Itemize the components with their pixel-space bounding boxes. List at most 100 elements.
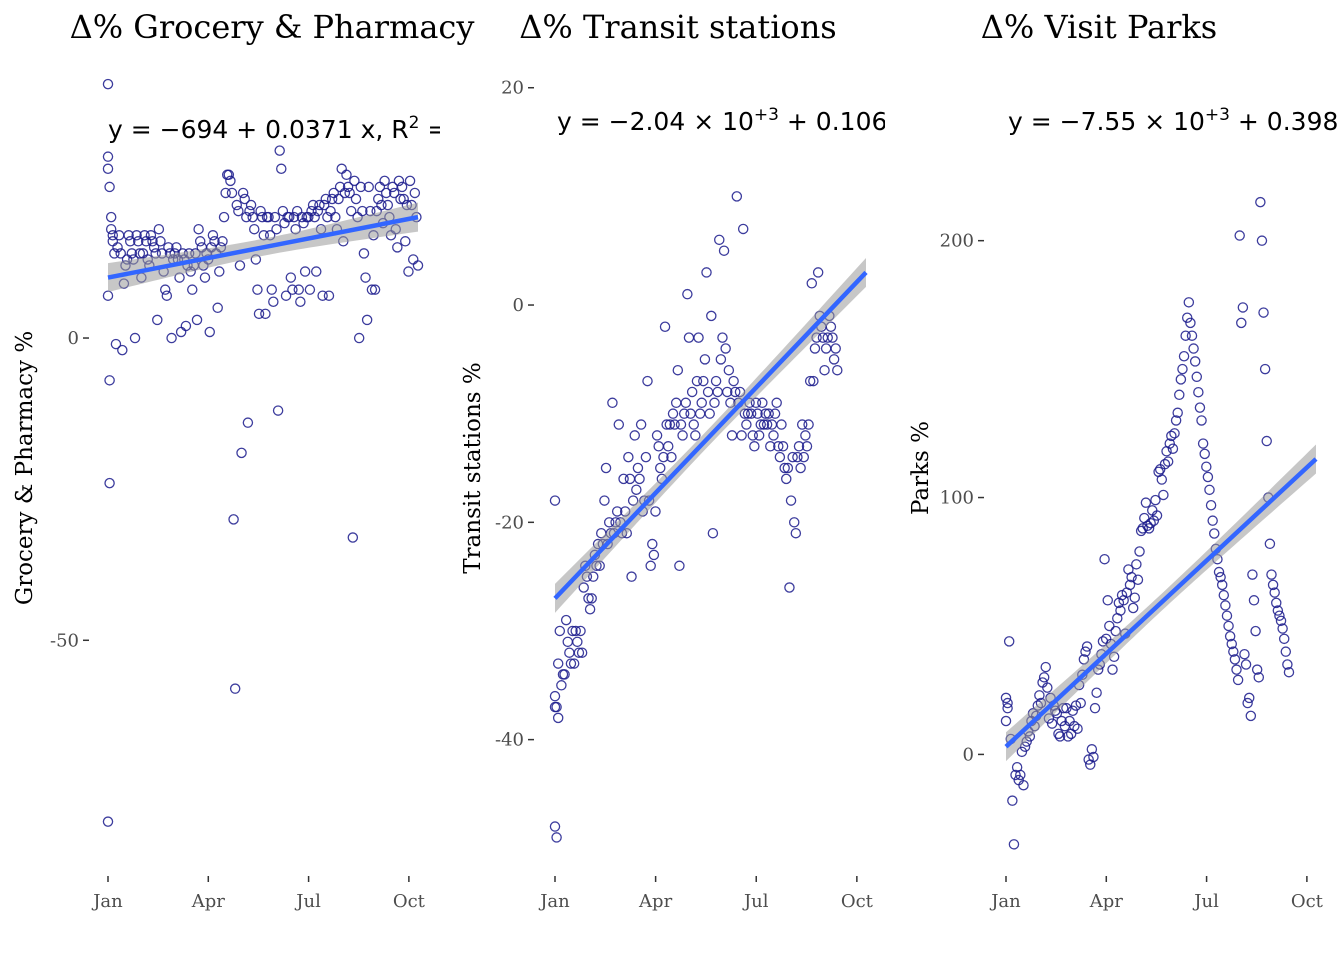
data-point [145, 230, 157, 241]
data-point [1086, 744, 1098, 755]
data-point [1002, 702, 1013, 714]
data-point [1283, 666, 1295, 678]
data-point [1223, 620, 1234, 632]
data-point [1040, 661, 1051, 673]
data-point [1143, 523, 1155, 534]
data-point [793, 441, 805, 452]
data-point [1126, 571, 1137, 583]
data-point [233, 205, 244, 217]
data-point [1277, 623, 1288, 634]
regression-equation: y = −694 + 0.0371 x, R2 = [108, 113, 448, 144]
data-point [568, 658, 580, 669]
data-point [1202, 471, 1214, 483]
data-point [771, 397, 782, 409]
data-point [809, 343, 821, 354]
data-point [792, 451, 803, 463]
data-point [1124, 579, 1136, 591]
data-point [564, 647, 575, 658]
data-point [618, 473, 629, 485]
data-point [631, 484, 642, 495]
data-point [808, 375, 819, 387]
data-point [669, 419, 680, 430]
data-point [102, 78, 114, 90]
data-point [228, 514, 239, 525]
data-point [234, 260, 246, 271]
data-point [407, 254, 419, 265]
data-point [790, 527, 802, 539]
data-point [737, 223, 749, 235]
x-tick-label: Apr [191, 891, 226, 912]
data-point [163, 242, 174, 253]
data-point [255, 205, 266, 217]
points [102, 78, 424, 827]
panel-3: Δ% Visit Parks Parks % 0 100 200 Jan Apr Jul Oct… [908, 8, 1344, 912]
data-point [369, 284, 381, 295]
data-point [678, 408, 690, 419]
data-point [1209, 528, 1220, 539]
data-point [1107, 664, 1118, 675]
data-point [134, 248, 146, 259]
y-tick-label: 20 [501, 78, 524, 99]
data-point [1256, 235, 1268, 246]
data-point [787, 451, 798, 463]
data-point [309, 211, 320, 223]
data-point [661, 419, 672, 430]
data-point [353, 332, 365, 344]
data-point [320, 193, 332, 205]
x-tick-label: Oct [841, 891, 874, 912]
data-point [655, 462, 666, 474]
data-point [1199, 448, 1210, 460]
data-point [306, 205, 317, 217]
data-point [796, 419, 808, 430]
data-point [603, 517, 615, 528]
data-point [392, 242, 403, 253]
data-point [1229, 654, 1241, 665]
data-point [1067, 705, 1079, 716]
data-point [322, 211, 333, 223]
data-point [1158, 489, 1169, 501]
data-point [659, 321, 671, 333]
data-point [268, 296, 279, 308]
data-point [355, 181, 367, 193]
data-point [1245, 710, 1257, 722]
data-point [193, 223, 204, 235]
data-point [132, 236, 144, 247]
data-point [801, 441, 813, 452]
x-tick-label: Jul [742, 891, 769, 912]
data-point [1180, 330, 1191, 341]
data-point [336, 163, 347, 175]
data-point [1237, 302, 1249, 313]
panel-2: Δ% Transit stations Transit stations % -40… [460, 8, 885, 912]
data-point [1194, 402, 1206, 413]
data-point [761, 419, 773, 430]
data-point [701, 267, 712, 278]
data-point [1046, 718, 1058, 729]
data-point [747, 430, 759, 441]
data-point [680, 397, 692, 409]
data-point [1250, 625, 1261, 637]
data-point [249, 223, 260, 235]
data-point [293, 284, 305, 295]
data-point [1216, 579, 1228, 591]
data-point [696, 397, 707, 409]
data-point [1242, 697, 1253, 709]
y-tick-label: 0 [68, 328, 79, 349]
data-point [691, 375, 703, 387]
data-point [645, 560, 656, 572]
y-tick-label: 0 [963, 744, 974, 765]
data-point [187, 284, 198, 295]
data-point [784, 582, 795, 593]
y-axis-label: Parks % [908, 421, 934, 515]
data-point [1261, 435, 1272, 447]
data-point [658, 451, 669, 463]
data-point [611, 506, 623, 517]
data-point [360, 272, 371, 283]
data-point [1232, 674, 1244, 686]
data-point [1075, 697, 1086, 709]
data-point [798, 451, 810, 463]
data-point [651, 430, 663, 441]
data-point [180, 320, 192, 332]
data-point [720, 343, 731, 354]
data-point [1140, 497, 1152, 508]
data-point [323, 290, 335, 301]
